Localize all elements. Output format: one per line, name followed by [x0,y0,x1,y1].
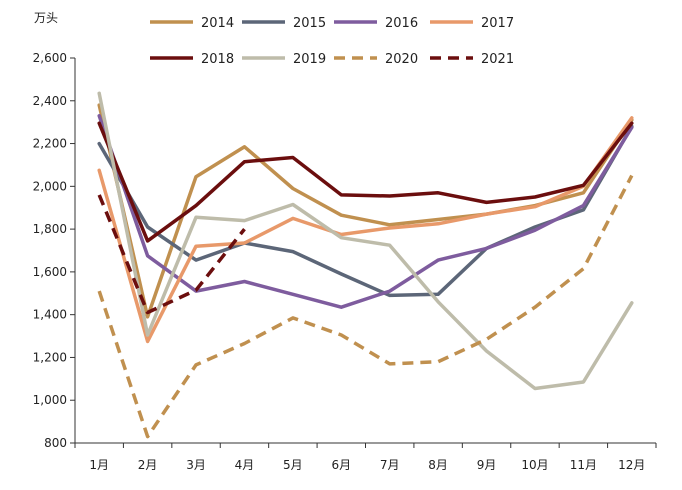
series-line-2020 [97,174,634,439]
legend-label: 2021 [481,52,514,67]
axes: 800 1,000 1,200 1,400 1,600 1,800 2,000 2,200 2,… [33,51,657,472]
x-tick-label: 11月 [570,458,597,472]
series-2021 [97,194,246,315]
y-tick-label: 1,400 [33,308,67,322]
legend-label: 2020 [385,52,418,67]
series-lines [97,91,634,439]
y-tick-label: 1,200 [33,350,67,364]
series-2018 [97,121,634,243]
series-line-2018 [97,121,634,243]
x-tick-label: 12月 [618,458,645,472]
y-unit-label: 万头 [34,11,58,25]
legend-item-2021: 2021 [430,52,514,67]
legend-item-2018: 2018 [150,52,234,67]
legend-item-2015: 2015 [242,16,326,31]
legend-item-2020: 2020 [334,52,418,67]
legend-label: 2014 [201,16,234,31]
x-tick-label: 4月 [235,458,255,472]
y-tick-label: 2,600 [33,51,67,65]
y-tick-label: 2,200 [33,137,67,151]
legend-item-2014: 2014 [150,16,234,31]
series-line-2021 [97,194,246,315]
x-tick-label: 9月 [477,458,497,472]
x-tick-label: 7月 [380,458,400,472]
legend-item-2016: 2016 [334,16,418,31]
x-tick-label: 1月 [89,458,109,472]
x-tick-label: 3月 [186,458,206,472]
series-line-2017 [97,116,634,344]
legend-label: 2018 [201,52,234,67]
legend: 2014 2015 2016 2017 2018 2019 2020 2021 [150,16,514,67]
legend-item-2017: 2017 [430,16,514,31]
series-2017 [97,116,634,344]
x-tick-label: 6月 [331,458,351,472]
y-tick-label: 800 [44,436,67,450]
series-line-2015 [97,124,634,298]
series-line-2016 [97,114,634,309]
legend-label: 2015 [293,16,326,31]
x-tick-label: 5月 [283,458,303,472]
y-tick-label: 1,800 [33,222,67,236]
legend-label: 2016 [385,16,418,31]
x-tick-label: 10月 [521,458,548,472]
legend-label: 2019 [293,52,326,67]
y-tick-label: 2,000 [33,179,67,193]
series-2020 [97,174,634,439]
legend-label: 2017 [481,16,514,31]
legend-item-2019: 2019 [242,52,326,67]
series-2019 [97,91,634,391]
y-tick-label: 1,000 [33,393,67,407]
y-tick-label: 1,600 [33,265,67,279]
series-2016 [97,114,634,309]
series-2015 [97,124,634,298]
x-tick-label: 2月 [138,458,158,472]
series-line-2019 [97,91,634,391]
x-tick-label: 8月 [428,458,448,472]
y-tick-label: 2,400 [33,94,67,108]
